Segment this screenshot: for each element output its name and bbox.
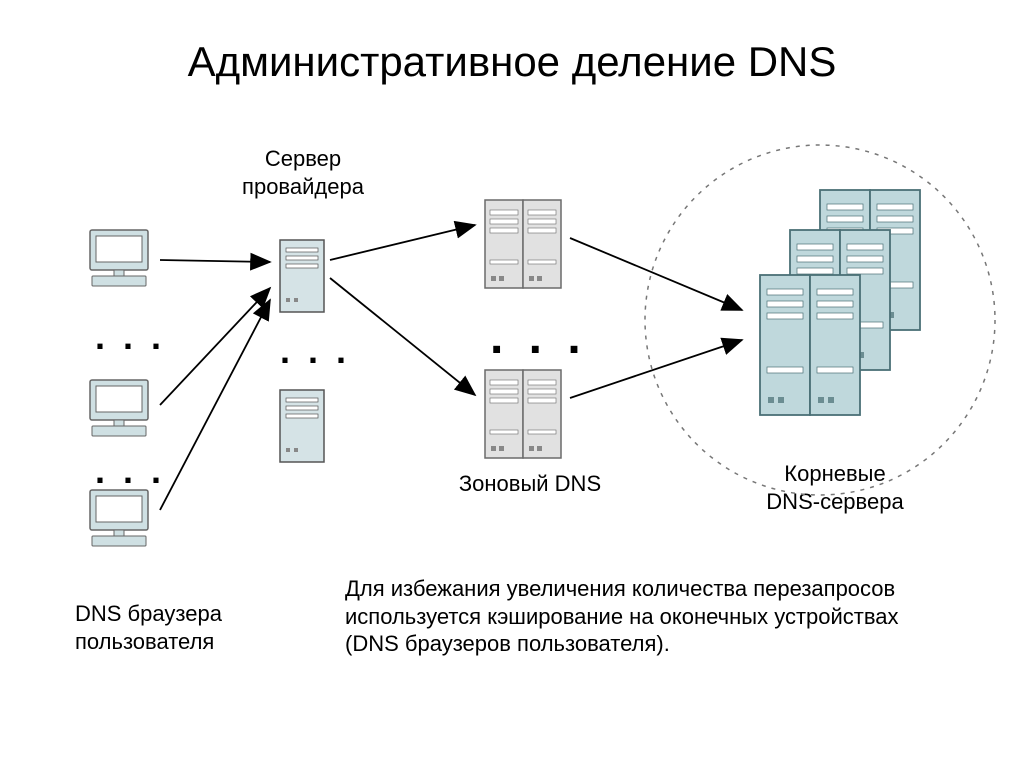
computer-icon (90, 380, 148, 436)
slide-stage: Административное деление DNS Сервер пров… (0, 0, 1024, 768)
computer-icon (90, 490, 148, 546)
computer-icon (90, 230, 148, 286)
arrow-3 (330, 225, 475, 260)
root-server-icon (760, 275, 860, 415)
arrow-0 (160, 260, 270, 262)
diagram-svg (0, 0, 1024, 768)
provider-server-icon (280, 390, 324, 462)
zone-server-icon (485, 200, 561, 288)
arrow-2 (160, 300, 270, 510)
arrow-5 (570, 238, 742, 310)
arrow-4 (330, 278, 475, 395)
provider-server-icon (280, 240, 324, 312)
arrow-1 (160, 288, 270, 405)
arrow-6 (570, 340, 742, 398)
zone-server-icon (485, 370, 561, 458)
